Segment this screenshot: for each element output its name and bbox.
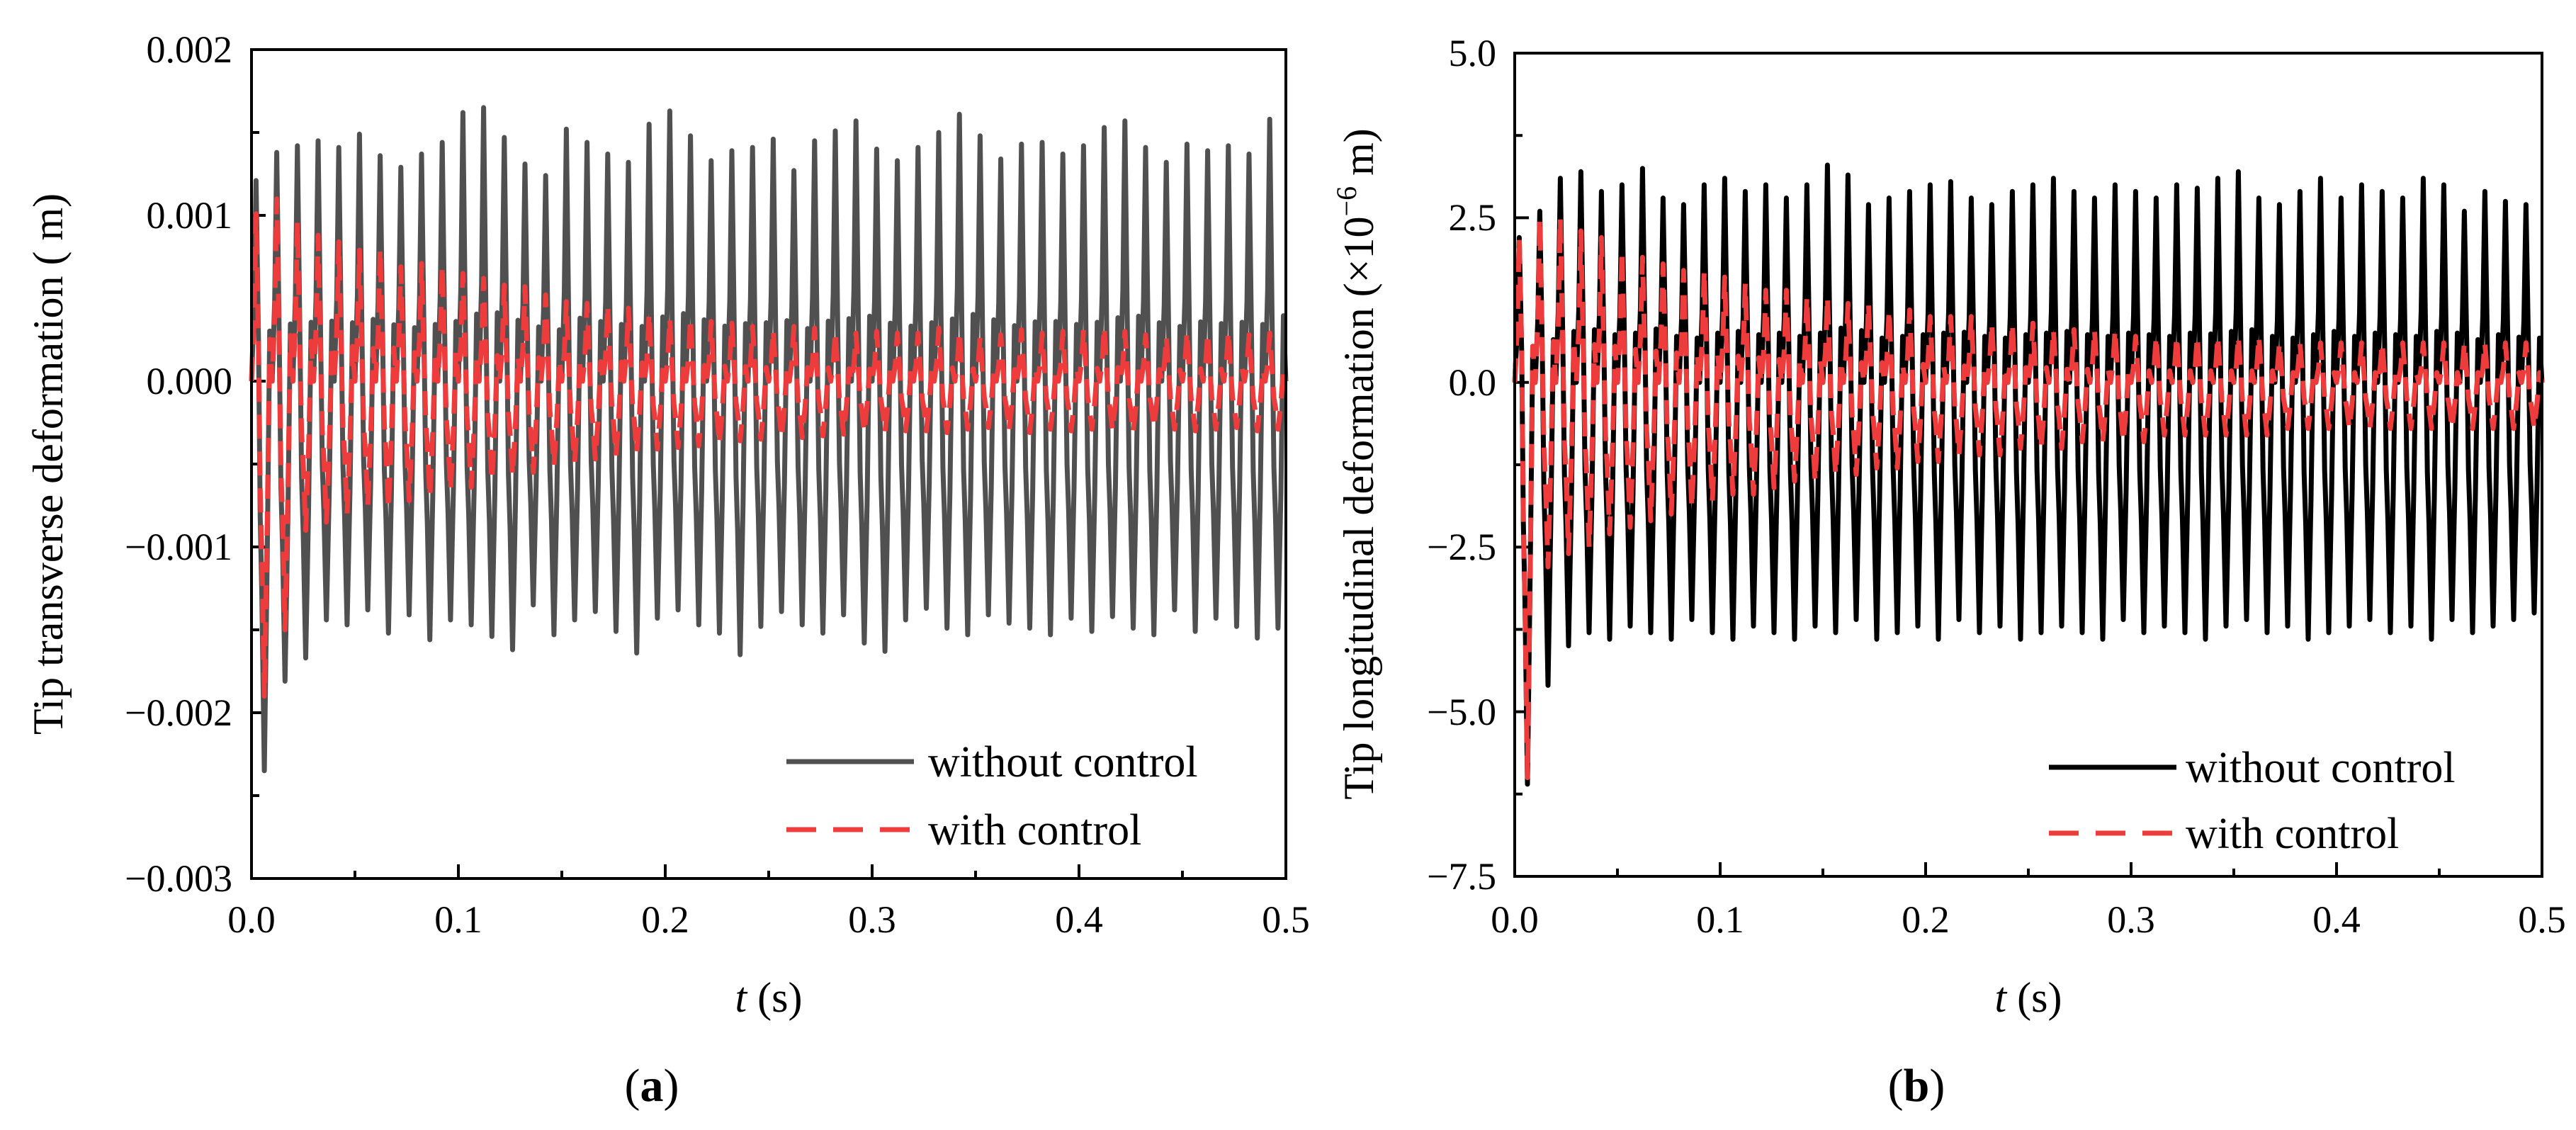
chart-b-xtick-label: 0.4 [2312, 898, 2361, 941]
chart-b-ytick-label: −7.5 [1427, 855, 1496, 898]
chart-a-xtick-label: 0.3 [848, 898, 896, 941]
chart-a-data [249, 105, 1289, 774]
chart-b-ytick-label: 5.0 [1449, 32, 1497, 74]
chart-b-xtick-label: 0.3 [2107, 898, 2155, 941]
chart-b-ytick-label: 0.0 [1449, 361, 1497, 404]
chart-b: 5.0 2.5 0.0 −2.5 −5.0 −7.5 0.0 0.1 0.2 0… [1331, 32, 2566, 1112]
chart-b-xtick-label: 0.0 [1491, 898, 1539, 941]
chart-a-ytick-label: −0.001 [125, 526, 232, 568]
chart-a-legend-label: without control [928, 738, 1198, 786]
chart-a-xtick-label: 0.1 [434, 898, 482, 941]
chart-b-legend-label: without control [2186, 744, 2456, 792]
chart-a-ytick-label: 0.001 [147, 194, 233, 237]
chart-b-xtick-label: 0.2 [1902, 898, 1950, 941]
chart-b-xlabel: t (s) [1995, 974, 2062, 1021]
chart-a-panel-label: (a) [625, 1060, 679, 1112]
chart-a-frame [250, 48, 1287, 880]
chart-a-xtick-label: 0.2 [641, 898, 689, 941]
chart-a-legend-label: with control [928, 806, 1141, 854]
chart-b-legend: without control with control [2049, 744, 2456, 858]
chart-b-ytick-label: 2.5 [1449, 196, 1497, 239]
chart-a-ytick-label: −0.002 [125, 691, 232, 734]
chart-a: 0.002 0.001 0.000 −0.001 −0.002 −0.003 0… [25, 28, 1310, 1112]
chart-a-xlabel: t (s) [735, 974, 803, 1021]
chart-b-ylabel: Tip longitudinal deformation (×10−6 m) [1331, 128, 1382, 799]
chart-b-xtick-label: 0.5 [2518, 898, 2566, 941]
chart-a-ytick-label: 0.002 [147, 28, 233, 71]
chart-b-legend-label: with control [2186, 810, 2399, 858]
chart-a-series-with-control-line [249, 196, 1289, 699]
chart-b-ytick-label: −5.0 [1427, 691, 1496, 733]
chart-a-legend: without control with control [786, 738, 1198, 854]
chart-a-xtick-label: 0.5 [1262, 898, 1310, 941]
chart-a-xtick-label: 0.4 [1055, 898, 1103, 941]
chart-b-panel-label: (b) [1888, 1060, 1945, 1112]
chart-a-ytick-label: 0.000 [147, 360, 233, 402]
chart-a-xtick-label: 0.0 [227, 898, 276, 941]
chart-b-frame [1513, 52, 2543, 878]
chart-b-ytick-label: −2.5 [1427, 526, 1496, 568]
chart-b-data [1512, 162, 2545, 787]
chart-a-ylabel: Tip transverse deformation ( m) [25, 193, 72, 735]
chart-a-ytick-label: −0.003 [125, 857, 232, 900]
chart-b-xtick-label: 0.1 [1696, 898, 1744, 941]
chart-a-series-without-control-line [249, 105, 1289, 774]
